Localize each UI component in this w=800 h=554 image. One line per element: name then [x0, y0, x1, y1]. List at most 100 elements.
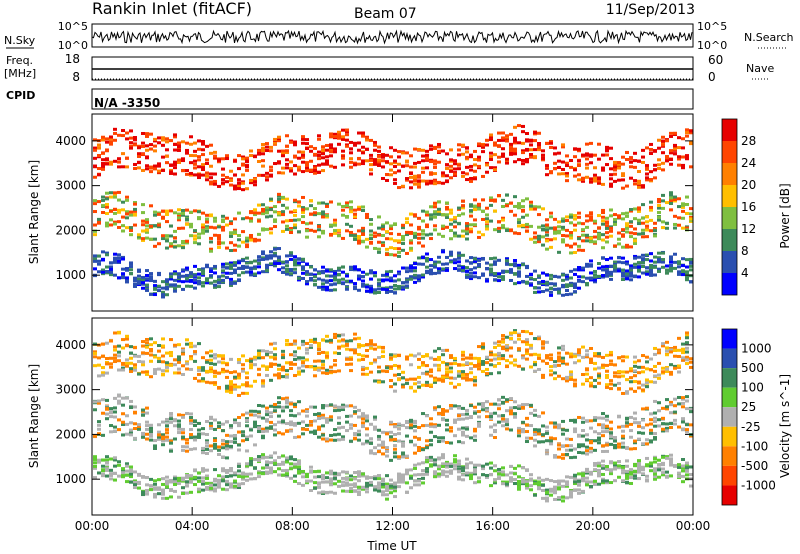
- power-cell: [605, 274, 609, 278]
- power-cell: [457, 206, 461, 210]
- power-cell: [665, 155, 669, 159]
- power-cell: [341, 137, 345, 141]
- power-cell: [501, 138, 505, 142]
- power-cell: [521, 199, 525, 203]
- velocity-cell: [421, 469, 425, 473]
- velocity-cell: [193, 447, 197, 451]
- velocity-cell: [185, 362, 189, 366]
- power-cell: [565, 273, 569, 277]
- power-cell: [461, 143, 465, 147]
- velocity-cell: [165, 479, 169, 483]
- power-cell: [461, 234, 465, 238]
- power-cell: [281, 260, 285, 264]
- power-cell: [337, 133, 341, 137]
- velocity-cell: [265, 406, 269, 410]
- velocity-cell: [469, 473, 473, 477]
- velocity-cell: [353, 410, 357, 414]
- power-cell: [477, 164, 481, 168]
- power-cell: [425, 223, 429, 227]
- velocity-cell: [249, 428, 253, 432]
- power-cell: [321, 282, 325, 286]
- power-cell: [577, 266, 581, 270]
- velocity-cell: [241, 354, 245, 358]
- velocity-cell: [265, 365, 269, 369]
- power-cell: [413, 179, 417, 183]
- power-cell: [573, 228, 577, 232]
- power-cell: [357, 141, 361, 145]
- power-cell: [449, 208, 453, 212]
- power-cell: [225, 276, 229, 280]
- power-cell: [369, 289, 373, 293]
- velocity-cell: [449, 426, 453, 430]
- velocity-cell: [133, 480, 137, 484]
- power-cell: [345, 128, 349, 132]
- velocity-cell: [193, 352, 197, 356]
- power-cell: [433, 260, 437, 264]
- power-cell: [625, 214, 629, 218]
- velocity-cell: [113, 471, 117, 475]
- power-cell: [633, 159, 637, 163]
- power-cell: [333, 282, 337, 286]
- velocity-cell: [293, 435, 297, 439]
- velocity-cell: [121, 467, 125, 471]
- power-cell: [425, 265, 429, 269]
- power-cell: [297, 156, 301, 160]
- velocity-cell: [477, 345, 481, 349]
- power-cell: [213, 219, 217, 223]
- power-cell: [609, 146, 613, 150]
- power-cell: [637, 159, 641, 163]
- power-cell: [281, 195, 285, 199]
- power-cell: [581, 153, 585, 157]
- power-cell: [633, 254, 637, 258]
- power-cell: [413, 177, 417, 181]
- velocity-cell: [357, 470, 361, 474]
- noise-left-tick-top: 10^5: [58, 20, 88, 33]
- velocity-cell: [297, 459, 301, 463]
- power-cell: [621, 268, 625, 272]
- power-cell: [193, 149, 197, 153]
- power-cell: [525, 222, 529, 226]
- velocity-cell: [281, 349, 285, 353]
- noise-left-label: N.Sky: [4, 34, 36, 47]
- velocity-cell: [373, 347, 377, 351]
- power-cell: [109, 270, 113, 274]
- velocity-cell: [97, 423, 101, 427]
- power-cell: [153, 149, 157, 153]
- velocity-cell: [125, 343, 129, 347]
- velocity-cell: [345, 481, 349, 485]
- power-cell: [369, 271, 373, 275]
- power-cell: [305, 146, 309, 150]
- power-cell: [245, 165, 249, 169]
- power-cell: [497, 160, 501, 164]
- velocity-cell: [441, 379, 445, 383]
- velocity-cell: [109, 415, 113, 419]
- velocity-cell: [273, 402, 277, 406]
- velocity-cell: [357, 474, 361, 478]
- velocity-cell: [365, 349, 369, 353]
- velocity-cell: [365, 343, 369, 347]
- velocity-cell: [309, 430, 313, 434]
- power-cell: [537, 290, 541, 294]
- velocity-cell: [461, 417, 465, 421]
- velocity-cell: [441, 411, 445, 415]
- power-cell: [657, 215, 661, 219]
- power-cell: [473, 169, 477, 173]
- velocity-cell: [297, 346, 301, 350]
- velocity-cell: [289, 467, 293, 471]
- power-cell: [277, 135, 281, 139]
- power-cell: [181, 287, 185, 291]
- velocity-cell: [445, 474, 449, 478]
- power-cell: [565, 172, 569, 176]
- velocity-cell: [317, 469, 321, 473]
- velocity-cell: [317, 491, 321, 495]
- power-cell: [589, 180, 593, 184]
- power-cell: [361, 205, 365, 209]
- velocity-cell: [197, 476, 201, 480]
- velocity-cell: [293, 414, 297, 418]
- velocity-cell: [277, 373, 281, 377]
- velocity-cell: [289, 402, 293, 406]
- velocity-cell: [441, 360, 445, 364]
- velocity-cell: [237, 361, 241, 365]
- power-cell: [493, 166, 497, 170]
- velocity-cell: [265, 413, 269, 417]
